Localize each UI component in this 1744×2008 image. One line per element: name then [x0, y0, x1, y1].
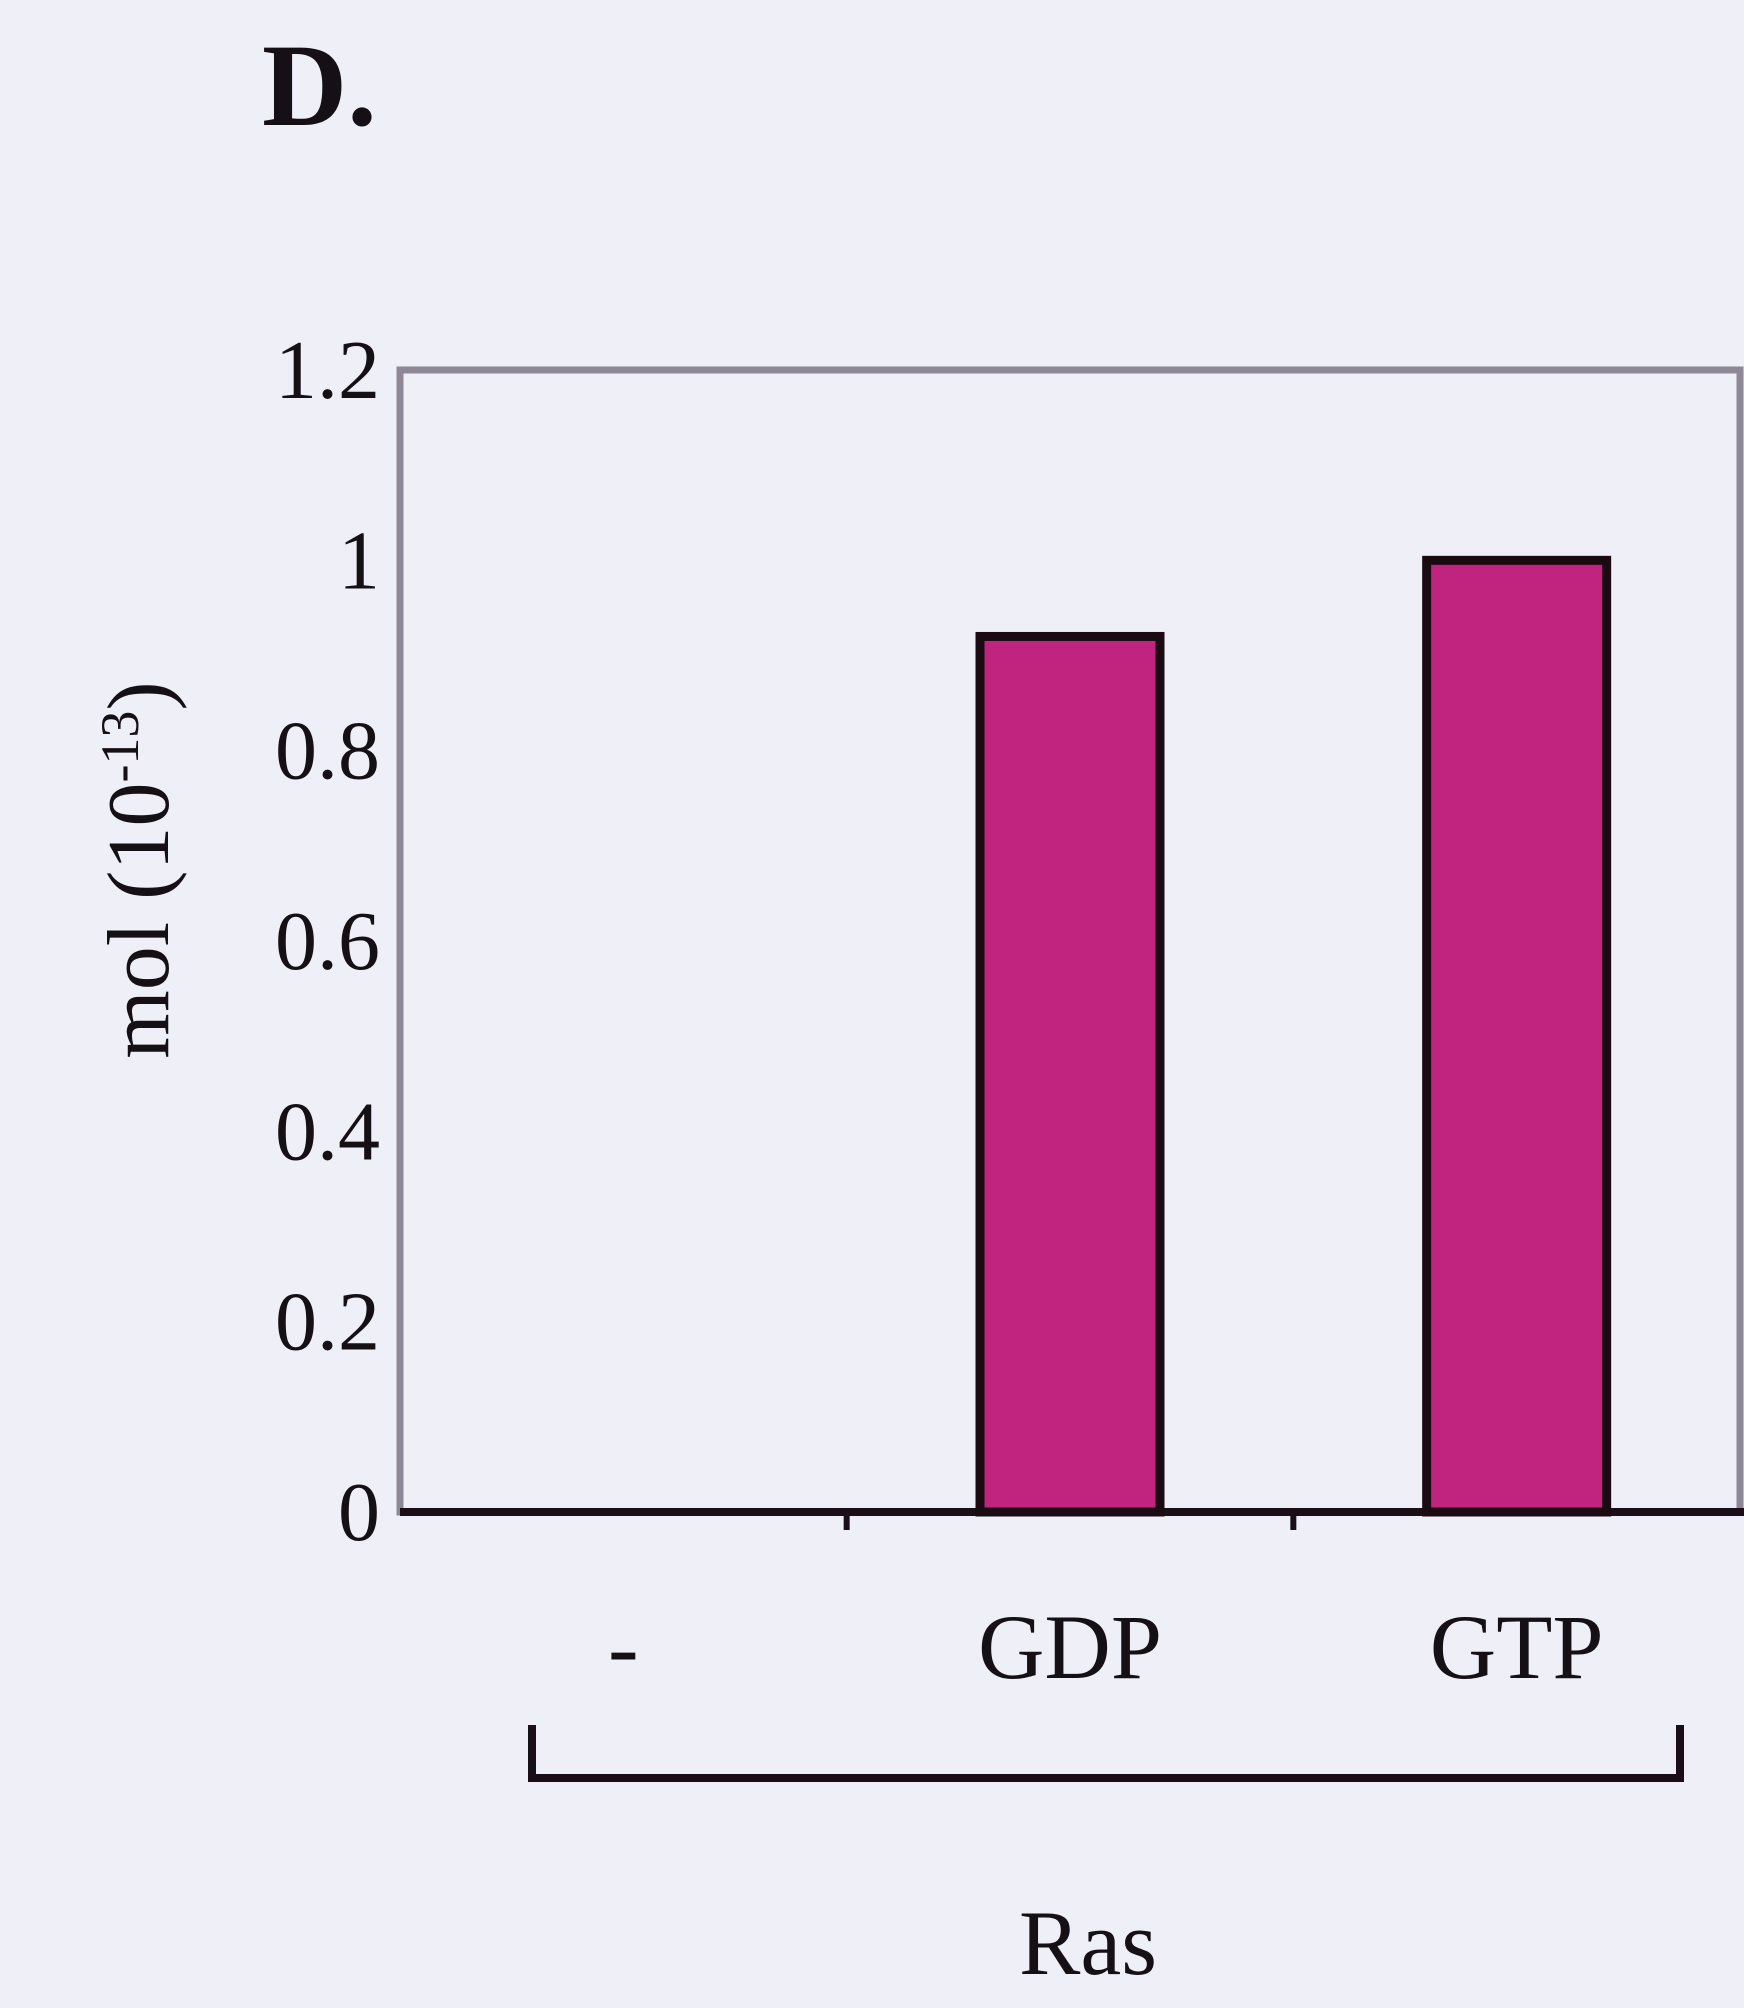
x-category-label: GDP: [978, 1596, 1162, 1698]
bars-group: [975, 555, 1612, 1517]
y-tick-label: 0.2: [275, 1276, 380, 1369]
x-ticks-group: - GDP GTP: [608, 1512, 1604, 1698]
bar-gtp: [1422, 555, 1612, 1517]
group-label: Ras: [1019, 1892, 1157, 1994]
bar-gdp: [975, 631, 1165, 1517]
y-tick-label: 0.6: [275, 895, 380, 988]
y-tick-label: 0: [338, 1466, 380, 1559]
y-axis-title-close: ): [91, 681, 188, 710]
x-category-label: -: [608, 1596, 639, 1698]
y-axis-title-exponent: -13: [90, 711, 150, 783]
y-tick-label: 0.4: [275, 1085, 380, 1178]
panel-label: D.: [262, 20, 377, 151]
y-ticks-group: 0 0.2 0.4 0.6 0.8 1 1.2: [275, 324, 380, 1559]
y-tick-label: 0.8: [275, 705, 380, 798]
x-category-label: GTP: [1430, 1596, 1604, 1698]
ras-group-bracket: [528, 1725, 1684, 1782]
y-axis-title: mol (10-13): [90, 681, 188, 1059]
y-axis-title-main: mol (10: [91, 783, 188, 1059]
y-tick-label: 1: [338, 514, 380, 607]
y-tick-label: 1.2: [275, 324, 380, 417]
